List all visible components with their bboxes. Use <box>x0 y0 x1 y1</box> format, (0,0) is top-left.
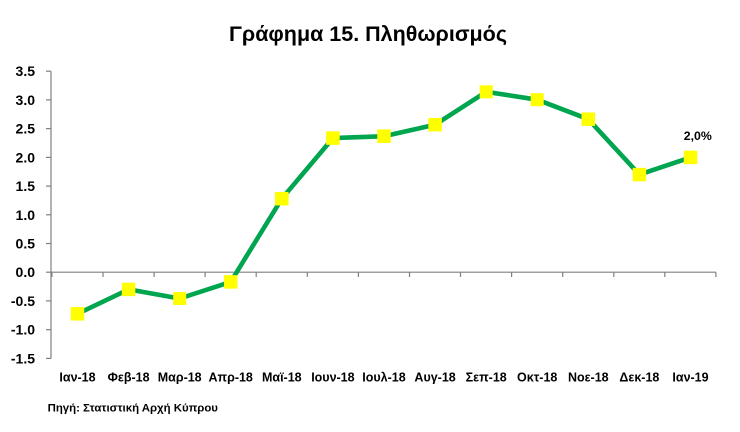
svg-text:Ιαν-18: Ιαν-18 <box>59 371 95 385</box>
svg-text:2.5: 2.5 <box>16 121 36 137</box>
svg-text:Απρ-18: Απρ-18 <box>208 371 252 385</box>
svg-text:Πηγή: Στατιστική Αρχή Κύπρου: Πηγή: Στατιστική Αρχή Κύπρου <box>48 403 219 415</box>
svg-text:2.0: 2.0 <box>16 149 36 165</box>
svg-text:Ιουν-18: Ιουν-18 <box>311 371 354 385</box>
svg-text:Ιαν-19: Ιαν-19 <box>672 371 708 385</box>
svg-text:-1.0: -1.0 <box>11 322 35 338</box>
svg-text:Μαρ-18: Μαρ-18 <box>158 371 202 385</box>
svg-text:Νοε-18: Νοε-18 <box>568 371 609 385</box>
svg-text:1.0: 1.0 <box>16 207 36 223</box>
svg-text:Δεκ-18: Δεκ-18 <box>619 371 659 385</box>
svg-text:-1.5: -1.5 <box>11 350 35 366</box>
svg-text:Σεπ-18: Σεπ-18 <box>466 371 507 385</box>
svg-text:Οκτ-18: Οκτ-18 <box>517 371 557 385</box>
svg-text:1.5: 1.5 <box>16 178 36 194</box>
svg-text:0.0: 0.0 <box>16 264 36 280</box>
svg-text:Φεβ-18: Φεβ-18 <box>108 371 150 385</box>
svg-text:-0.5: -0.5 <box>11 293 35 309</box>
svg-text:Μαϊ-18: Μαϊ-18 <box>262 371 302 385</box>
svg-text:2,0%: 2,0% <box>684 129 712 143</box>
svg-text:Αυγ-18: Αυγ-18 <box>414 371 455 385</box>
svg-text:3.0: 3.0 <box>16 92 36 108</box>
svg-text:3.5: 3.5 <box>16 63 36 79</box>
svg-text:Ιουλ-18: Ιουλ-18 <box>362 371 405 385</box>
svg-text:0.5: 0.5 <box>16 236 36 252</box>
svg-text:Γράφημα 15. Πληθωρισμός: Γράφημα 15. Πληθωρισμός <box>229 22 507 46</box>
